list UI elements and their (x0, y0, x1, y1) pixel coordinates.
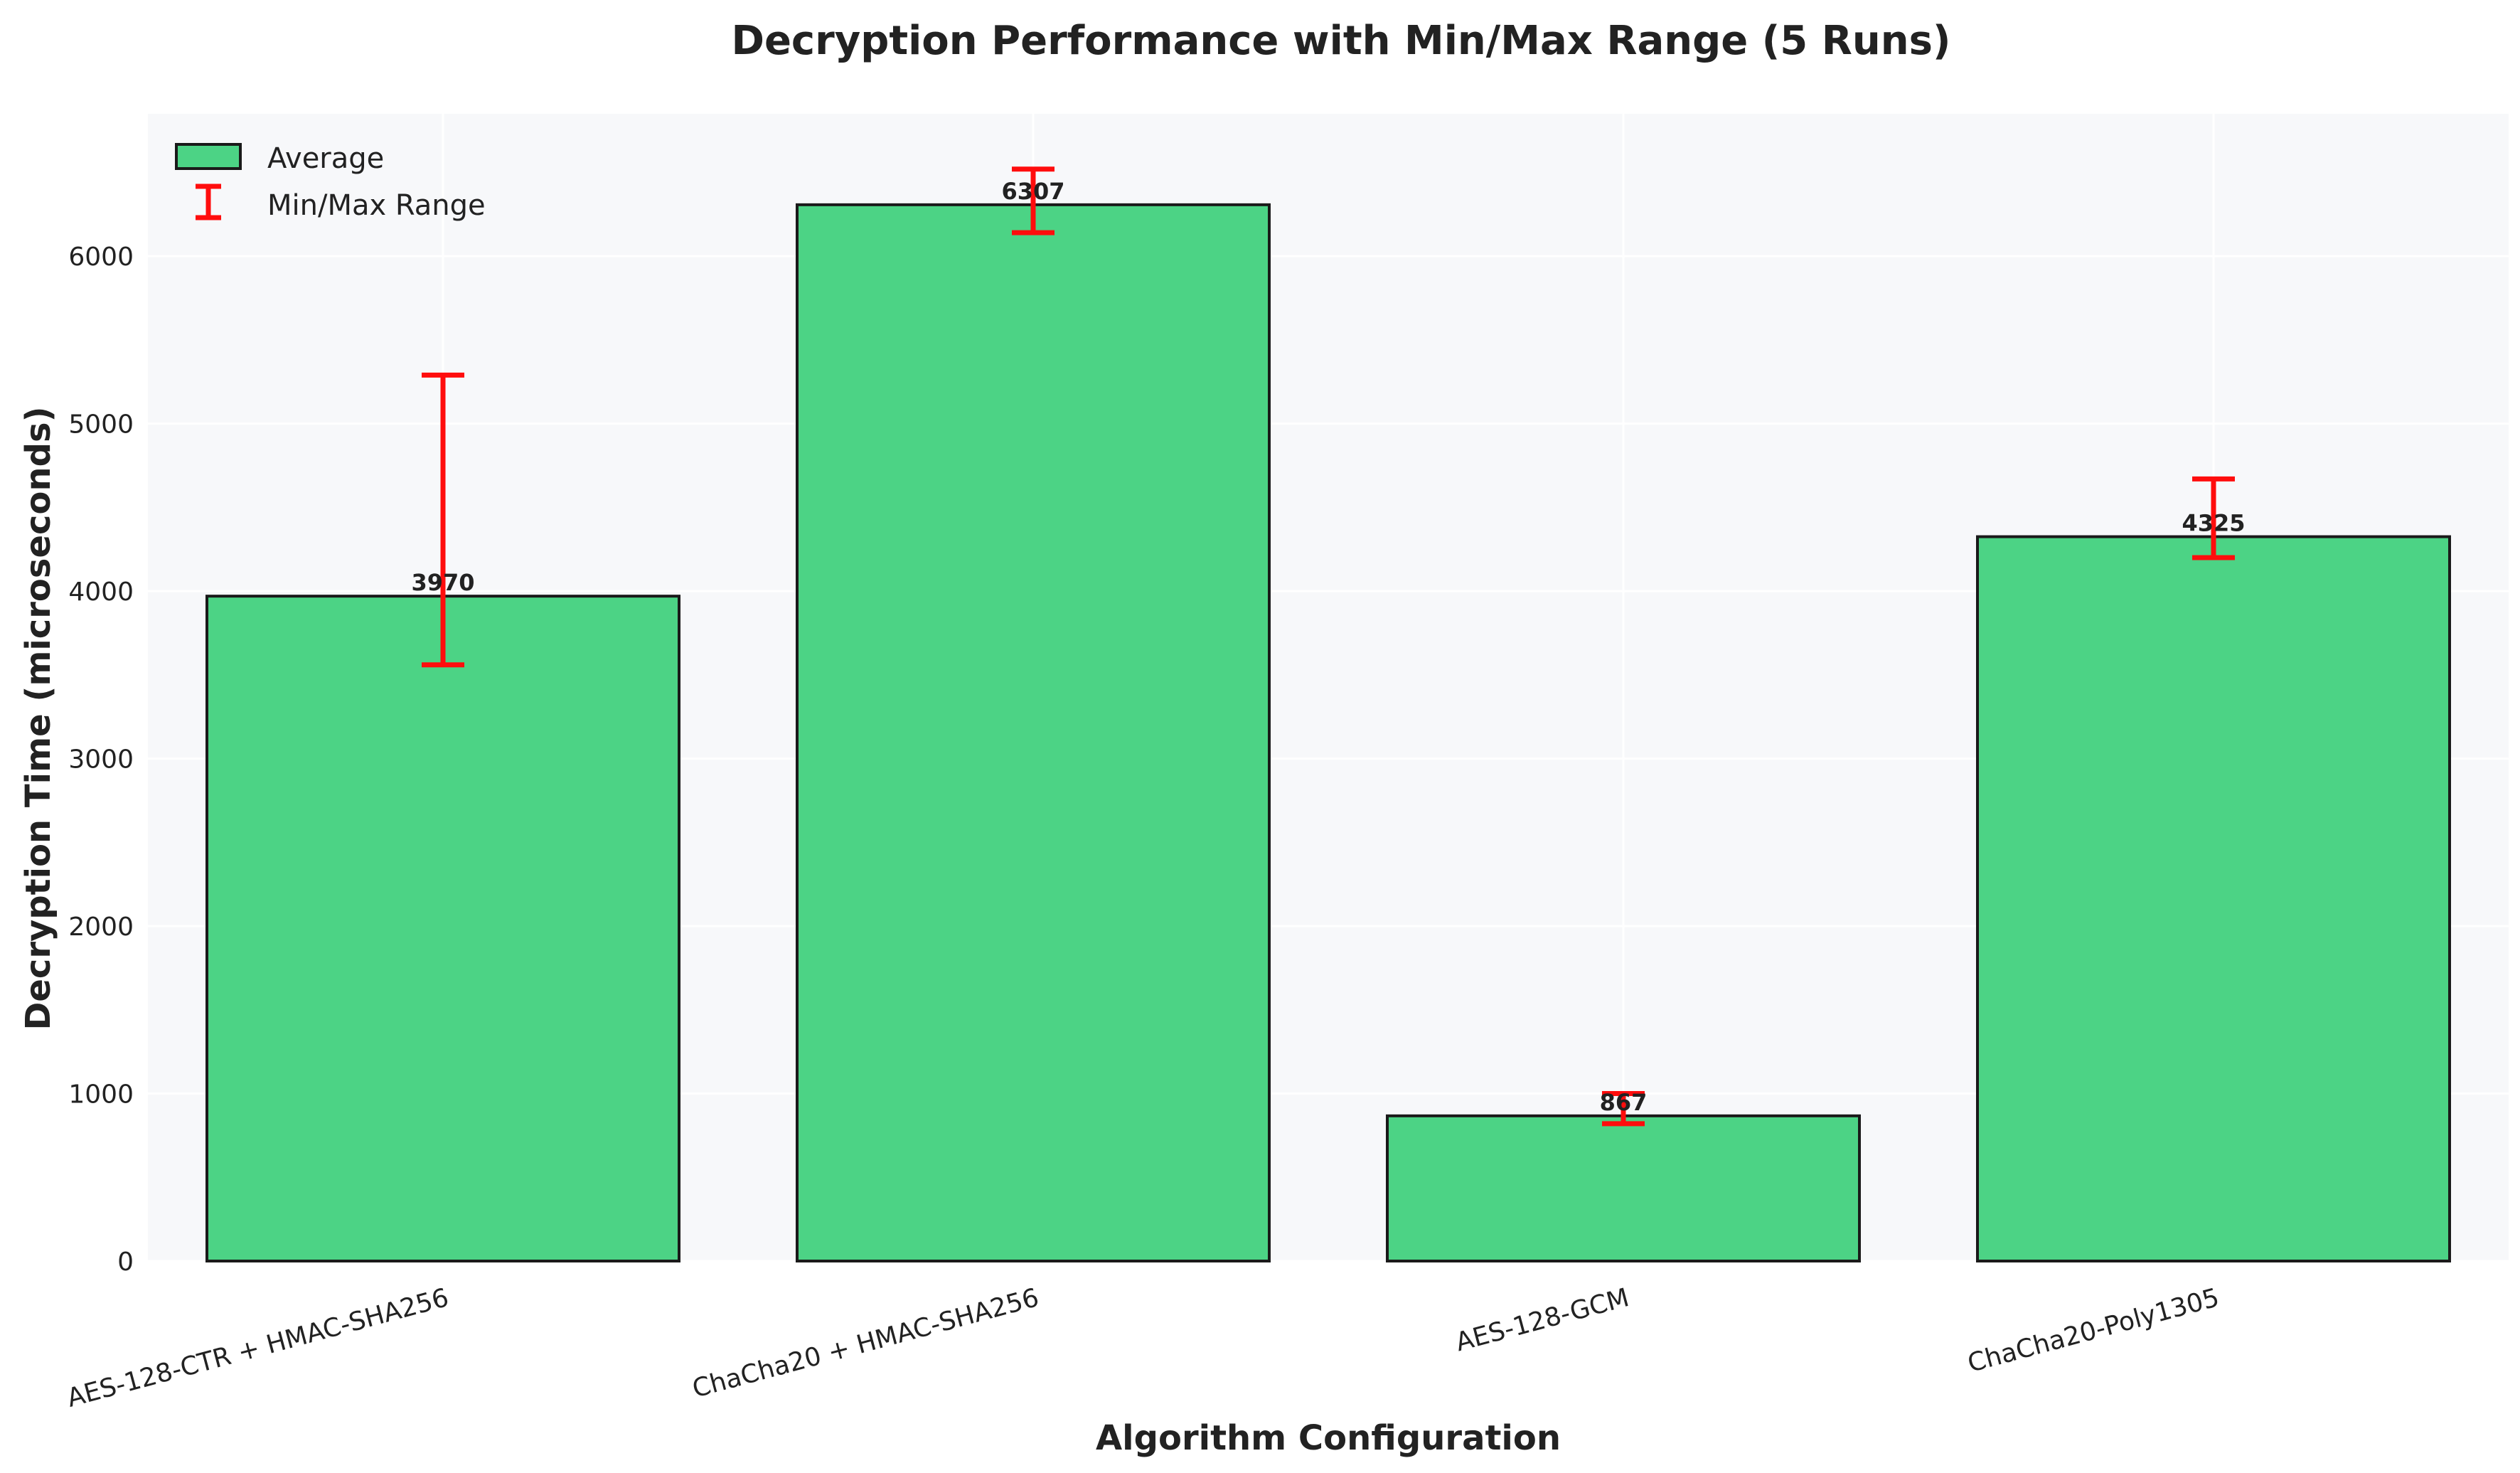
x-tick-label: AES-128-CTR + HMAC-SHA256 (64, 1283, 452, 1413)
error-bars (422, 166, 2235, 1127)
bars (205, 203, 2451, 1262)
legend-swatch-average (175, 143, 242, 170)
y-tick-label: 0 (117, 1248, 134, 1277)
y-tick-label: 2000 (68, 913, 134, 942)
error-bar (1602, 1091, 1645, 1127)
x-tick-label: ChaCha20 + HMAC-SHA256 (689, 1283, 1042, 1404)
y-tick-label: 6000 (68, 243, 134, 272)
legend-label-range: Min/Max Range (267, 189, 486, 222)
x-tick-label: ChaCha20-Poly1305 (1965, 1283, 2222, 1378)
legend-error-bar-icon (196, 184, 221, 220)
data-labels: 3970 6307 867 4325 (411, 178, 2245, 1116)
y-axis-ticks: 0 1000 2000 3000 4000 5000 6000 (68, 243, 134, 1277)
data-label: 867 (1600, 1089, 1648, 1116)
chart-title: Decryption Performance with Min/Max Rang… (731, 18, 1950, 64)
bar (205, 595, 680, 1262)
error-bar (422, 372, 464, 668)
x-axis-label: Algorithm Configuration (1096, 1418, 1561, 1458)
error-bar (1012, 166, 1055, 235)
data-label: 3970 (411, 569, 474, 596)
error-bar (2192, 476, 2235, 560)
legend-label-average: Average (267, 142, 384, 175)
bar (796, 203, 1271, 1262)
y-tick-label: 5000 (68, 410, 134, 440)
y-axis-label: Decryption Time (microseconds) (18, 406, 58, 1030)
x-axis-ticks: AES-128-CTR + HMAC-SHA256 ChaCha20 + HMAC… (64, 1283, 2222, 1413)
data-label: 4325 (2182, 510, 2245, 537)
x-tick-label: AES-128-GCM (1453, 1283, 1632, 1357)
bar (1976, 535, 2451, 1262)
bar (1386, 1114, 1861, 1262)
y-tick-label: 1000 (68, 1080, 134, 1110)
y-tick-label: 3000 (68, 745, 134, 775)
legend: Average Min/Max Range (175, 142, 486, 222)
y-tick-label: 4000 (68, 578, 134, 607)
data-label: 6307 (1001, 178, 1064, 205)
